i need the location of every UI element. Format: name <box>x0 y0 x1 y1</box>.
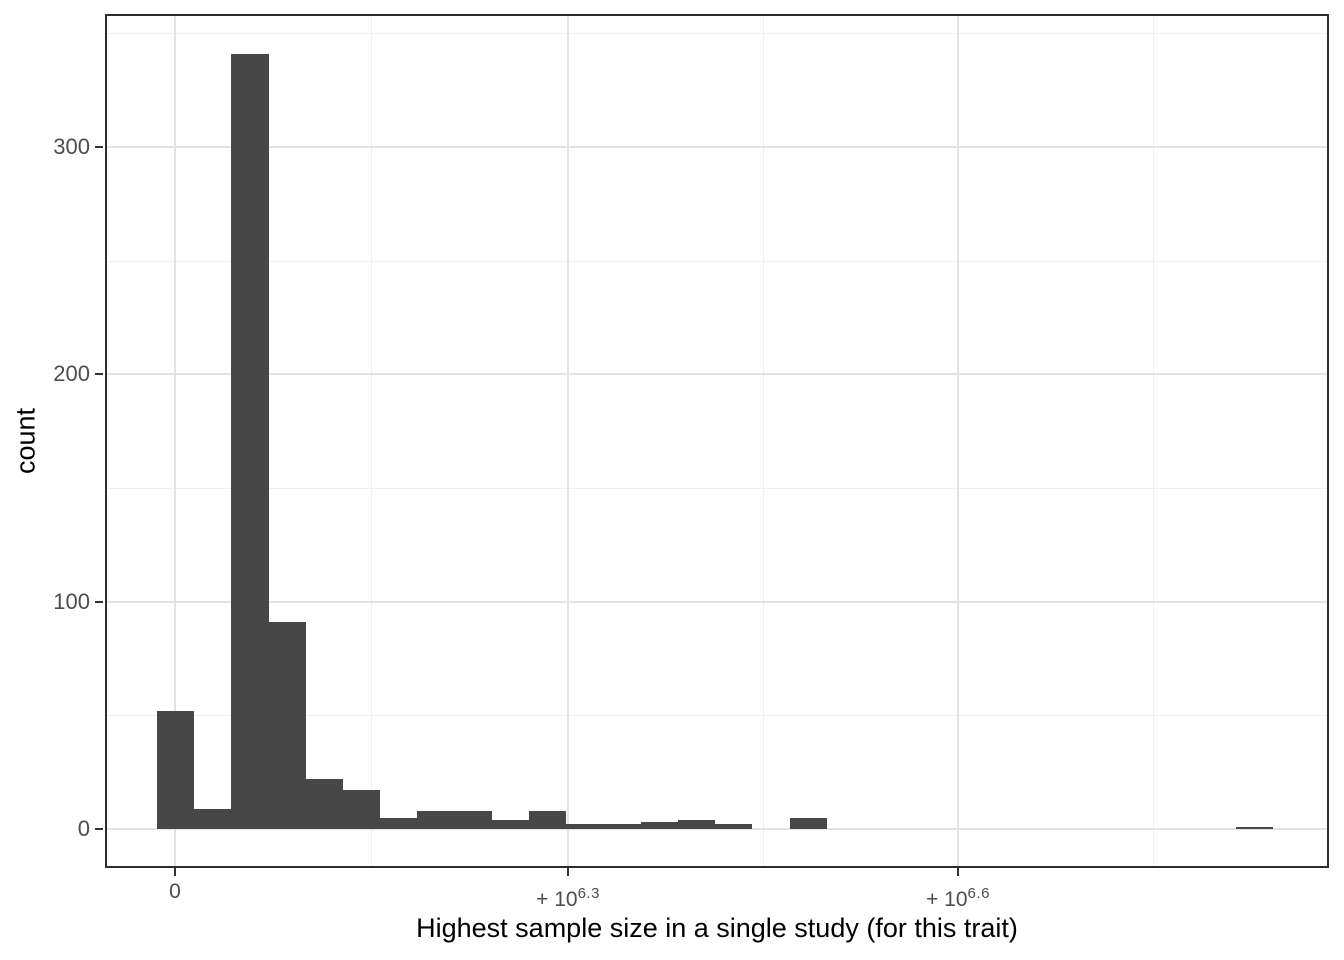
y-tick-label: 0 <box>77 815 90 841</box>
histogram-bar <box>640 822 678 829</box>
y-axis-title: count <box>10 407 41 475</box>
histogram-bar <box>305 778 344 829</box>
x-tick-label: + 106.3 <box>536 886 600 911</box>
histogram-bar <box>715 824 753 829</box>
y-major-gridline <box>105 373 1329 376</box>
histogram-bar <box>454 810 492 829</box>
histogram-bar <box>417 810 455 829</box>
histogram-bar <box>529 810 567 829</box>
y-major-gridline <box>105 145 1329 148</box>
x-tick-mark <box>174 868 176 876</box>
histogram-bar <box>268 622 306 829</box>
histogram-bar <box>677 819 716 829</box>
x-axis-title: Highest sample size in a single study (f… <box>416 913 1018 943</box>
x-tick-label-base: 0 <box>169 880 181 903</box>
y-major-gridline <box>105 600 1329 603</box>
y-minor-gridline <box>105 33 1329 35</box>
histogram-bar <box>380 817 418 829</box>
y-minor-gridline <box>105 715 1329 717</box>
histogram-bar <box>194 808 232 829</box>
y-tick-label: 300 <box>53 133 90 159</box>
x-axis-tick-marks <box>105 868 1329 876</box>
x-minor-gridline <box>763 14 765 868</box>
y-minor-gridline <box>105 260 1329 262</box>
y-minor-gridline <box>105 487 1329 489</box>
x-tick-label-exponent: 6.3 <box>577 885 600 902</box>
y-tick-mark <box>95 827 103 830</box>
x-tick-label: 0 <box>169 881 181 902</box>
x-axis-labels: 0 + 106.3 + 106.6 <box>105 877 1329 911</box>
x-tick-label: + 106.6 <box>926 886 990 911</box>
histogram-bar <box>603 824 641 829</box>
y-tick-label: 100 <box>53 588 90 614</box>
y-tick-mark <box>95 145 103 148</box>
histogram-bar <box>1236 826 1274 829</box>
histogram-bar <box>343 790 381 829</box>
x-tick-label-exponent: 6.6 <box>967 885 990 902</box>
x-tick-mark <box>567 868 570 876</box>
histogram-bar <box>157 710 195 829</box>
x-tick-mark <box>957 868 959 876</box>
histogram-bar <box>789 817 827 829</box>
x-major-gridline <box>567 14 570 868</box>
x-major-gridline <box>957 14 959 868</box>
plot-panel <box>105 14 1329 868</box>
y-tick-mark <box>95 600 103 603</box>
y-axis-labels: 0 100 200 300 <box>0 14 90 868</box>
y-tick-label: 200 <box>53 361 90 387</box>
x-minor-gridline <box>1153 14 1155 868</box>
x-tick-label-base: + 10 <box>926 888 968 911</box>
histogram-bar <box>566 824 604 829</box>
histogram-bar <box>231 53 269 829</box>
x-major-gridline <box>174 14 176 868</box>
histogram-bar <box>491 819 530 829</box>
x-minor-gridline <box>371 14 373 868</box>
x-tick-label-base: + 10 <box>536 888 578 911</box>
y-axis-tick-marks <box>95 14 103 868</box>
y-tick-mark <box>95 373 103 376</box>
